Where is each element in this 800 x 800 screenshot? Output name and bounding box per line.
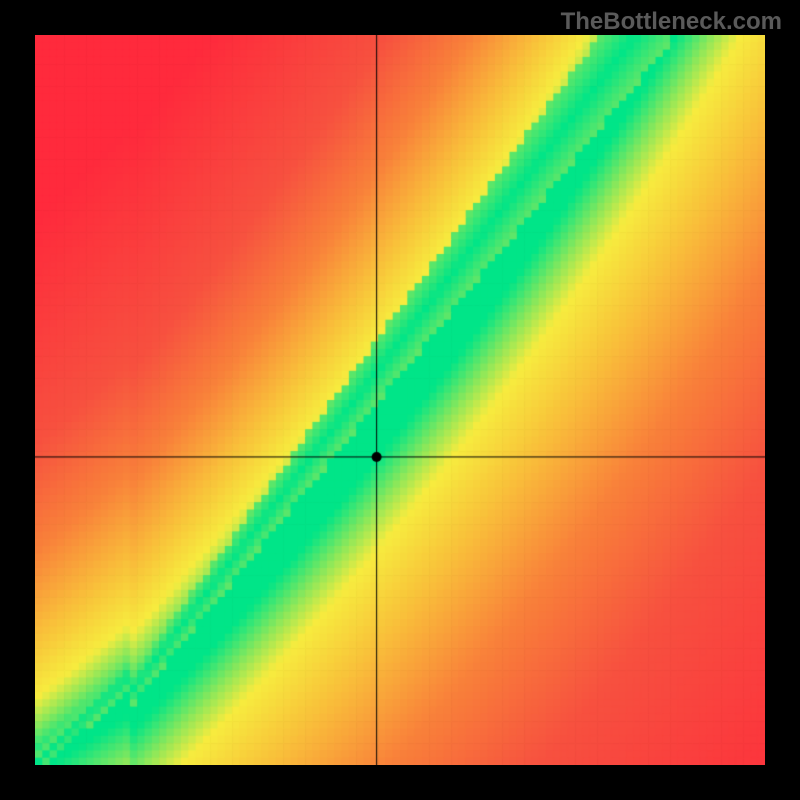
heatmap-chart: [35, 35, 765, 765]
root-container: { "watermark": { "text": "TheBottleneck.…: [0, 0, 800, 800]
heatmap-canvas: [35, 35, 765, 765]
watermark-text: TheBottleneck.com: [561, 8, 782, 36]
